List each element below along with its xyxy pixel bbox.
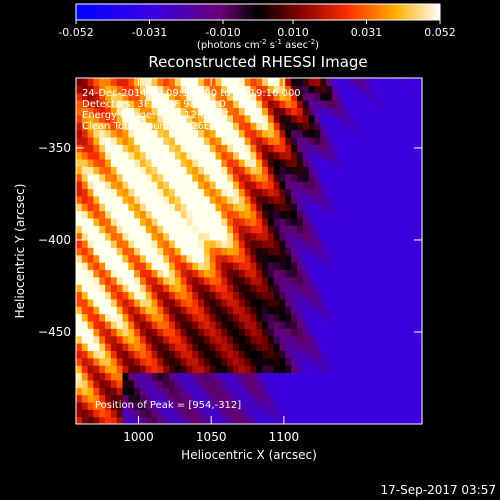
colorbar-ticks: -0.052 -0.031 -0.010 0.010 0.031 0.052 [58,20,456,39]
colorbar-tick-label: 0.031 [351,26,383,39]
colorbar-tick-label: -0.010 [205,26,240,39]
y-tick-label: −350 [38,141,71,155]
info-line: Detectors: 3F 6F 7F 9F, Att 0 [82,99,226,110]
y-tick-label: −400 [38,233,71,247]
colorbar-tick-label: 0.010 [277,26,309,39]
colorbar-tick-label: -0.031 [132,26,167,39]
chart-title: Reconstructed RHESSI Image [148,53,367,71]
x-axis-label: Heliocentric X (arcsec) [181,448,317,462]
colorbar [75,3,441,21]
colorbar-units: (photons cm-2 s-1 asec-2) [197,38,319,51]
colorbar-tick-label: 0.052 [424,26,456,39]
y-tick-label: −450 [38,325,71,339]
x-tick-label: 1050 [196,430,227,444]
y-axis-label: Heliocentric Y (arcsec) [13,184,27,319]
x-tick-label: 1100 [269,430,300,444]
colorbar-tick-label: -0.052 [58,26,93,39]
info-line: Clean Total Counts: 1.26E+05 [82,121,231,132]
plot-frame [75,77,423,425]
heatmap [76,78,422,424]
info-text: 24-Dec-2014 09:09:16.000 to 09:19:16.000… [82,88,301,132]
peak-position-label: Position of Peak = [954,-312] [95,400,241,411]
info-line: Energy Range: 6.0 - 12.0 keV [82,110,228,121]
timestamp: 17-Sep-2017 03:57 [381,483,496,497]
x-tick-label: 1000 [123,430,154,444]
y-axis-ticks: −350 −400 −450 [38,141,422,339]
info-line: 24-Dec-2014 09:09:16.000 to 09:19:16.000 [82,88,301,99]
x-axis-ticks: 1000 1050 1100 [123,78,299,444]
